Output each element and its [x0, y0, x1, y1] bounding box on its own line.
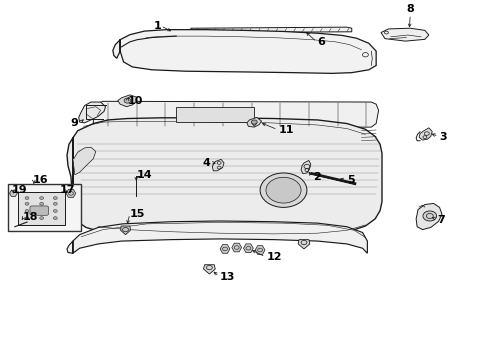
FancyBboxPatch shape [30, 206, 48, 215]
Bar [7, 184, 81, 231]
Text: 2: 2 [312, 172, 320, 181]
Circle shape [25, 197, 29, 199]
Bar [18, 192, 64, 225]
Text: 12: 12 [266, 252, 282, 262]
Polygon shape [415, 203, 441, 230]
Circle shape [25, 202, 29, 205]
Circle shape [40, 202, 43, 205]
Polygon shape [298, 240, 309, 249]
Circle shape [53, 202, 57, 205]
Text: 15: 15 [130, 209, 145, 219]
Circle shape [25, 217, 29, 220]
Circle shape [25, 210, 29, 212]
Polygon shape [220, 244, 229, 253]
Circle shape [53, 217, 57, 220]
Text: 14: 14 [136, 170, 152, 180]
Text: 13: 13 [220, 272, 235, 282]
Text: 8: 8 [406, 4, 413, 14]
Text: 16: 16 [32, 175, 48, 185]
Polygon shape [246, 117, 261, 127]
Polygon shape [301, 161, 310, 174]
Polygon shape [93, 101, 378, 128]
Polygon shape [67, 221, 366, 253]
Circle shape [40, 197, 43, 199]
Polygon shape [243, 244, 253, 253]
Text: 5: 5 [346, 175, 354, 185]
Polygon shape [9, 190, 17, 197]
Text: 4: 4 [202, 158, 210, 168]
Polygon shape [121, 226, 130, 235]
Text: 18: 18 [22, 212, 38, 222]
Text: 7: 7 [436, 215, 444, 225]
Polygon shape [79, 102, 105, 123]
Polygon shape [203, 265, 215, 274]
Circle shape [265, 177, 301, 203]
Circle shape [40, 210, 43, 212]
Circle shape [422, 211, 436, 221]
Polygon shape [212, 159, 224, 171]
Polygon shape [118, 95, 137, 107]
Text: 17: 17 [60, 185, 76, 195]
Text: 10: 10 [127, 96, 142, 105]
Polygon shape [113, 30, 375, 73]
Polygon shape [73, 147, 96, 175]
Text: 11: 11 [278, 125, 293, 135]
Polygon shape [190, 27, 351, 32]
Text: 6: 6 [317, 37, 325, 47]
Text: 9: 9 [71, 118, 79, 128]
Text: 3: 3 [439, 132, 446, 142]
Bar [176, 107, 254, 122]
Circle shape [40, 217, 43, 220]
Polygon shape [255, 246, 264, 255]
Circle shape [251, 120, 257, 124]
Text: 19: 19 [11, 185, 27, 195]
Circle shape [260, 173, 306, 207]
Polygon shape [231, 243, 241, 252]
Polygon shape [418, 128, 431, 140]
Circle shape [124, 98, 131, 103]
Polygon shape [66, 189, 76, 197]
Circle shape [53, 197, 57, 199]
Text: 1: 1 [154, 21, 161, 31]
Circle shape [53, 210, 57, 212]
Polygon shape [67, 118, 381, 238]
Polygon shape [380, 28, 428, 41]
